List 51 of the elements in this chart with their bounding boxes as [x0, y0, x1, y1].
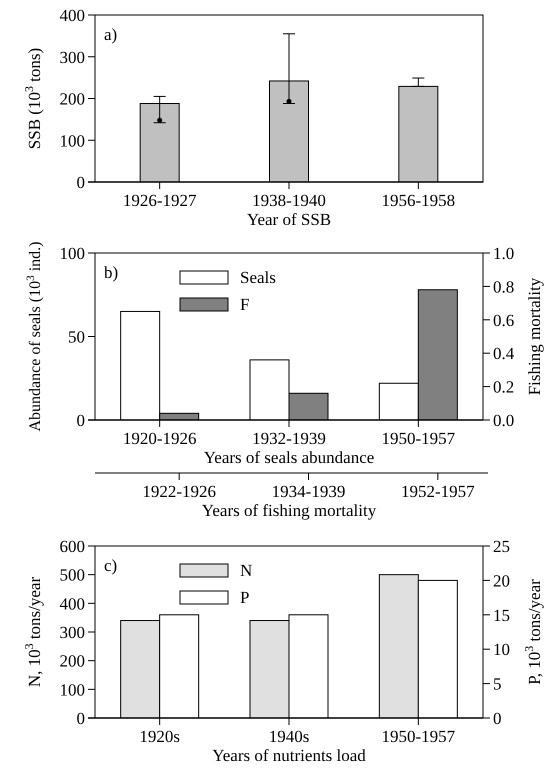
y-tick-label: 400: [60, 594, 85, 614]
x-tick-label: 1920s: [139, 727, 180, 746]
y2-tick-label: 20: [493, 571, 510, 590]
y2-tick-label: 1.0: [493, 244, 514, 263]
y2-tick-label: 15: [493, 606, 510, 625]
y-tick-label: 600: [60, 537, 85, 556]
x-tick-label: 1938-1940: [252, 191, 326, 210]
y-tick-label: 400: [60, 6, 85, 25]
y-tick-label: 200: [60, 652, 85, 671]
x-tick-label: 1920-1926: [122, 429, 197, 448]
y2-tick-label: 0: [493, 709, 502, 728]
y2-tick-label: 0.6: [493, 310, 514, 330]
y-tick-label: 0: [76, 173, 85, 192]
x-tick-label: 1940s: [268, 727, 310, 746]
y2-tick-label: 0.8: [493, 277, 514, 296]
x-tick-label: 1950-1957: [381, 429, 456, 448]
x2-axis-title: Years of fishing mortality: [202, 501, 377, 520]
y2-tick-label: 5: [493, 674, 502, 694]
x-axis-title: Year of SSB: [246, 210, 332, 229]
y2-tick-label: 10: [493, 640, 510, 660]
x-tick-label: 1950-1957: [381, 727, 456, 746]
text: 1934-1939: [272, 482, 346, 501]
y2-tick-label: 25: [493, 537, 510, 556]
legend-label: P: [240, 588, 250, 607]
y2-tick-label: 0.0: [493, 411, 514, 430]
text: 1952-1957: [400, 482, 476, 501]
annotation: a): [104, 25, 118, 44]
x-axis-title: Years of seals abundance: [204, 448, 374, 467]
x-axis-title: Years of nutrients load: [212, 746, 366, 765]
y-tick-label: 0: [76, 411, 85, 430]
legend-label: N: [240, 561, 252, 580]
y-tick-label: 500: [60, 566, 85, 585]
text: 1922-1926: [142, 482, 216, 501]
legend-label: F: [240, 295, 250, 314]
y-tick-label: 100: [60, 131, 85, 150]
y-tick-label: 100: [60, 244, 85, 263]
annotation: c): [104, 556, 118, 575]
y-tick-label: 0: [76, 709, 85, 728]
y-tick-label: 50: [68, 328, 85, 346]
legend-label: Seals: [240, 268, 276, 287]
annotation: b): [104, 263, 118, 282]
x-tick-label: 1956-1958: [381, 191, 456, 210]
y-tick-label: 300: [60, 623, 85, 642]
y-tick-label: 200: [60, 90, 85, 108]
x-tick-label: 1932-1939: [252, 429, 326, 448]
y2-tick-label: 0.2: [493, 378, 514, 397]
y2-tick-label: 0.4: [493, 344, 515, 364]
y-tick-label: 300: [60, 48, 85, 67]
y-tick-label: 100: [60, 680, 85, 700]
x-tick-label: 1926-1927: [122, 191, 197, 210]
y2-axis-title: Fishing mortality: [525, 277, 544, 396]
